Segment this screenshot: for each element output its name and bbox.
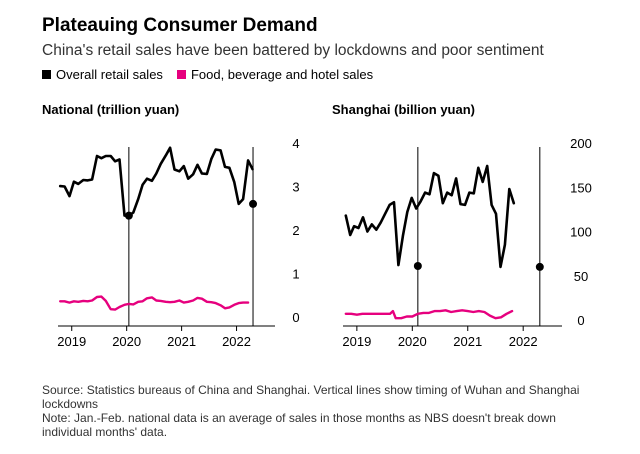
shanghai-y-tick-3: 150: [570, 180, 592, 195]
chart-subtitle: China's retail sales have been battered …: [42, 42, 544, 59]
national-y-tick-2: 2: [292, 223, 299, 238]
national-y-tick-1: 1: [292, 267, 299, 282]
national-panel-title: National (trillion yuan): [42, 102, 180, 117]
shanghai-lockdown-marker-1: [535, 262, 544, 271]
national-food-beverage-line: [59, 295, 250, 311]
national-y-tick-3: 3: [292, 180, 299, 195]
shanghai-y-tick-0: 0: [577, 313, 584, 328]
national-x-tick-0: 2019: [57, 334, 86, 349]
legend-label-overall: Overall retail sales: [56, 67, 163, 82]
shanghai-panel-title: Shanghai (billion yuan): [332, 102, 475, 117]
national-lockdown-marker-0: [124, 211, 133, 220]
national-y-tick-0: 0: [292, 310, 299, 325]
chart-title: Plateauing Consumer Demand: [42, 15, 318, 36]
shanghai-y-tick-1: 50: [574, 269, 588, 284]
source-note: Source: Statistics bureaus of China and …: [42, 383, 580, 411]
shanghai-y-tick-2: 100: [570, 225, 592, 240]
legend-swatch-overall: [42, 70, 51, 79]
national-lockdown-marker-1: [249, 199, 258, 208]
national-overall-retail-line: [58, 146, 254, 217]
legend: Overall retail sales Food, beverage and …: [42, 67, 387, 82]
national-x-tick-2: 2021: [167, 334, 196, 349]
footnotes: Source: Statistics bureaus of China and …: [42, 383, 602, 439]
shanghai-x-tick-3: 2022: [509, 334, 538, 349]
legend-swatch-food: [176, 70, 186, 79]
legend-label-food: Food, beverage and hotel sales: [190, 67, 374, 82]
shanghai-overall-retail-line: [344, 164, 516, 269]
shanghai-x-tick-2: 2021: [453, 334, 482, 349]
national-x-tick-1: 2020: [112, 334, 141, 349]
shanghai-lockdown-marker-0: [413, 262, 422, 271]
national-y-tick-4: 4: [292, 136, 299, 151]
methodology-note: Note: Jan.-Feb. national data is an aver…: [42, 411, 556, 439]
shanghai-y-tick-4: 200: [570, 136, 592, 151]
shanghai-x-tick-0: 2019: [342, 334, 371, 349]
shanghai-food-beverage-line: [344, 309, 514, 320]
shanghai-x-tick-1: 2020: [398, 334, 427, 349]
national-x-tick-3: 2022: [222, 334, 251, 349]
